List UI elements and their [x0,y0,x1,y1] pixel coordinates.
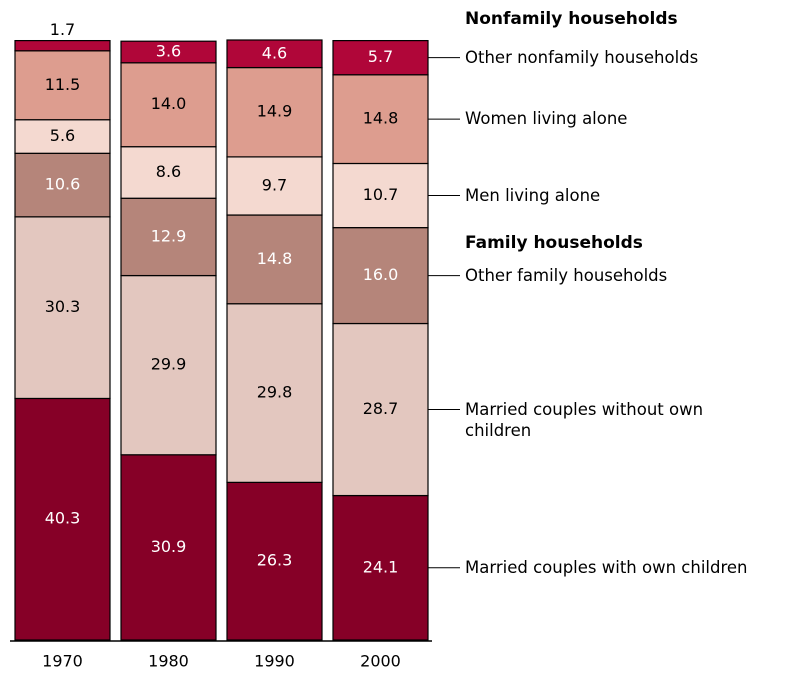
bar-segment [332,227,429,325]
value-label: 12.9 [151,226,187,245]
bar-segment [332,74,429,165]
legend-label: Other nonfamily households [465,47,699,67]
value-label: 16.0 [363,265,399,284]
bar-segment [120,62,217,148]
bar-segment [14,39,111,52]
value-label: 14.0 [151,94,187,113]
x-tick-label: 1980 [148,652,189,671]
bar-segment [14,50,111,121]
value-label: 30.3 [45,297,81,316]
value-label: 14.8 [257,249,293,268]
bar-segment [14,397,111,641]
value-label: 28.7 [363,399,399,418]
legend-label: Women living alone [465,109,628,129]
value-label: 10.7 [363,185,399,204]
legend-label: Men living alone [465,185,601,205]
bar-segment [14,152,111,218]
group-title: Family households [465,233,643,253]
bar-segment [120,146,217,199]
value-label: 11.5 [45,75,81,94]
value-label: 14.8 [363,109,399,128]
bar-segment [332,162,429,229]
value-label: 29.9 [151,355,187,374]
group-title: Nonfamily households [465,9,678,29]
value-label: 9.7 [262,175,287,194]
value-label: 30.9 [151,537,187,556]
bar-segment [14,216,111,400]
bar-segment [226,481,323,641]
bar-segment [332,322,429,497]
bar-segment [226,214,323,305]
bar-segment [226,39,323,69]
bar-segment [226,66,323,158]
value-label: 14.9 [257,102,293,121]
value-label: 5.7 [368,47,393,66]
bar-segment [226,156,323,216]
x-tick-label: 2000 [360,652,401,671]
bar-segment [120,40,217,64]
value-label: 5.6 [50,126,75,145]
legend-label: Married couples without own children [465,399,704,440]
value-label: 29.8 [257,383,293,402]
value-label: 10.6 [45,175,81,194]
value-label: 24.1 [363,557,399,576]
bar-segment [332,494,429,641]
value-label: 26.3 [257,551,293,570]
value-label: 3.6 [156,41,181,60]
x-tick-label: 1970 [42,652,83,671]
bar-segment [120,197,217,277]
value-label: 1.7 [50,20,75,39]
x-tick-label: 1990 [254,652,295,671]
value-label: 40.3 [45,509,81,528]
value-label: 4.6 [262,43,287,62]
value-label: 8.6 [156,162,181,181]
legend-label: Married couples with own children [465,557,748,577]
legend-label: Other family households [465,265,668,285]
bar-segment [226,303,323,483]
